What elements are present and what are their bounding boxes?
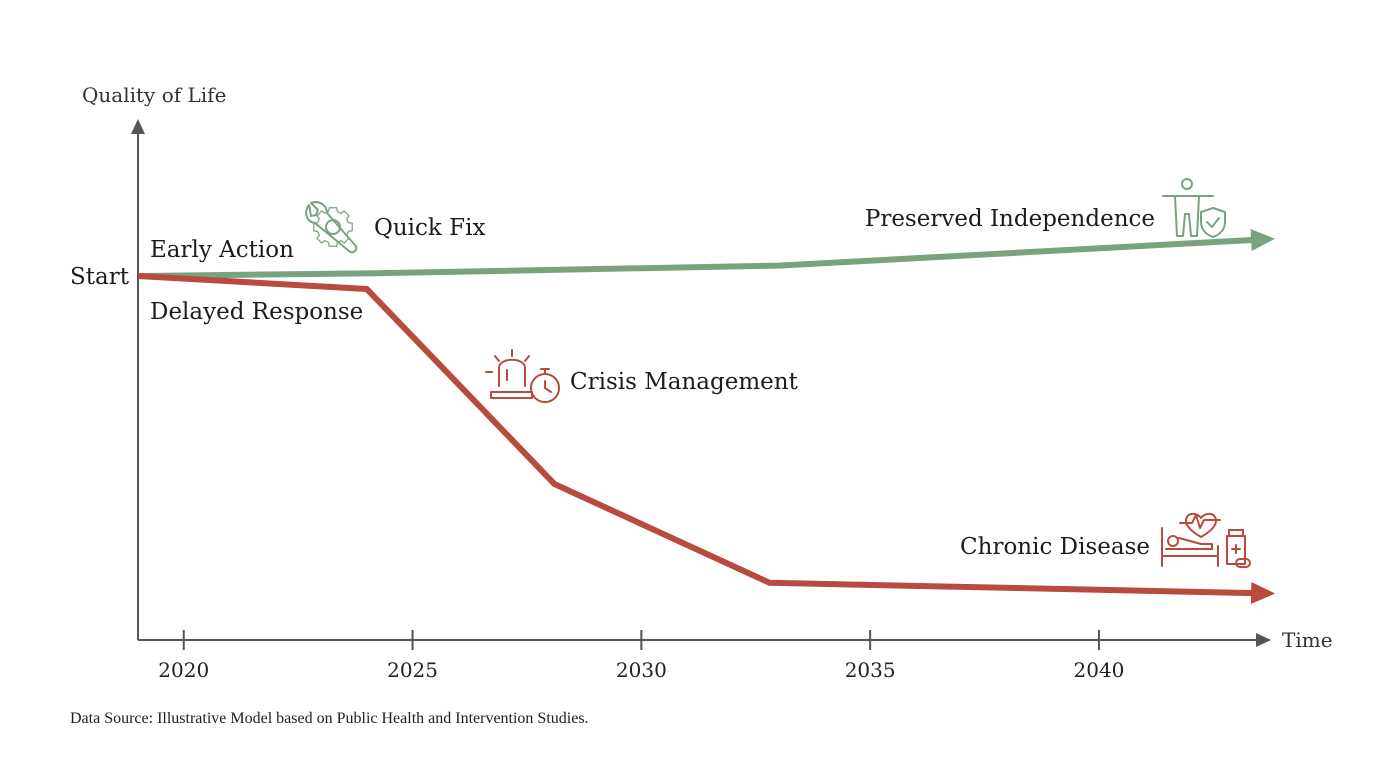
series-line-1 (137, 273, 1260, 597)
y-axis-arrowhead (131, 119, 145, 134)
label-preserved-independence: Preserved Independence (865, 206, 1155, 232)
series-layer (137, 229, 1276, 605)
x-ticks: 2020 2025 2030 2035 2040 (158, 630, 1124, 682)
label-early-action: Early Action (150, 237, 294, 263)
label-quick-fix: Quick Fix (374, 215, 485, 241)
series-line-0 (137, 236, 1260, 279)
x-axis-arrowhead (1256, 633, 1271, 647)
x-tick-label-2040: 2040 (1074, 658, 1125, 682)
label-delayed-response: Delayed Response (150, 299, 363, 325)
alarm-stopwatch-icon (485, 349, 560, 403)
hospital-bed-icon (1161, 512, 1251, 568)
y-axis-title: Quality of Life (82, 83, 226, 107)
start-label: Start (70, 264, 130, 290)
label-crisis-management: Crisis Management (570, 369, 799, 395)
wrench-gear-icon (305, 201, 358, 254)
series-arrowhead-1 (1250, 582, 1276, 605)
x-tick-label-2025: 2025 (387, 658, 438, 682)
x-tick-label-2035: 2035 (845, 658, 896, 682)
series-arrowhead-0 (1250, 229, 1276, 252)
data-source-note: Data Source: Illustrative Model based on… (70, 710, 589, 727)
person-shield-icon (1162, 178, 1226, 238)
x-tick-label-2020: 2020 (158, 658, 209, 682)
x-tick-label-2030: 2030 (616, 658, 667, 682)
axes (131, 119, 1271, 647)
x-axis-title: Time (1282, 628, 1333, 652)
label-chronic-disease: Chronic Disease (960, 534, 1150, 560)
